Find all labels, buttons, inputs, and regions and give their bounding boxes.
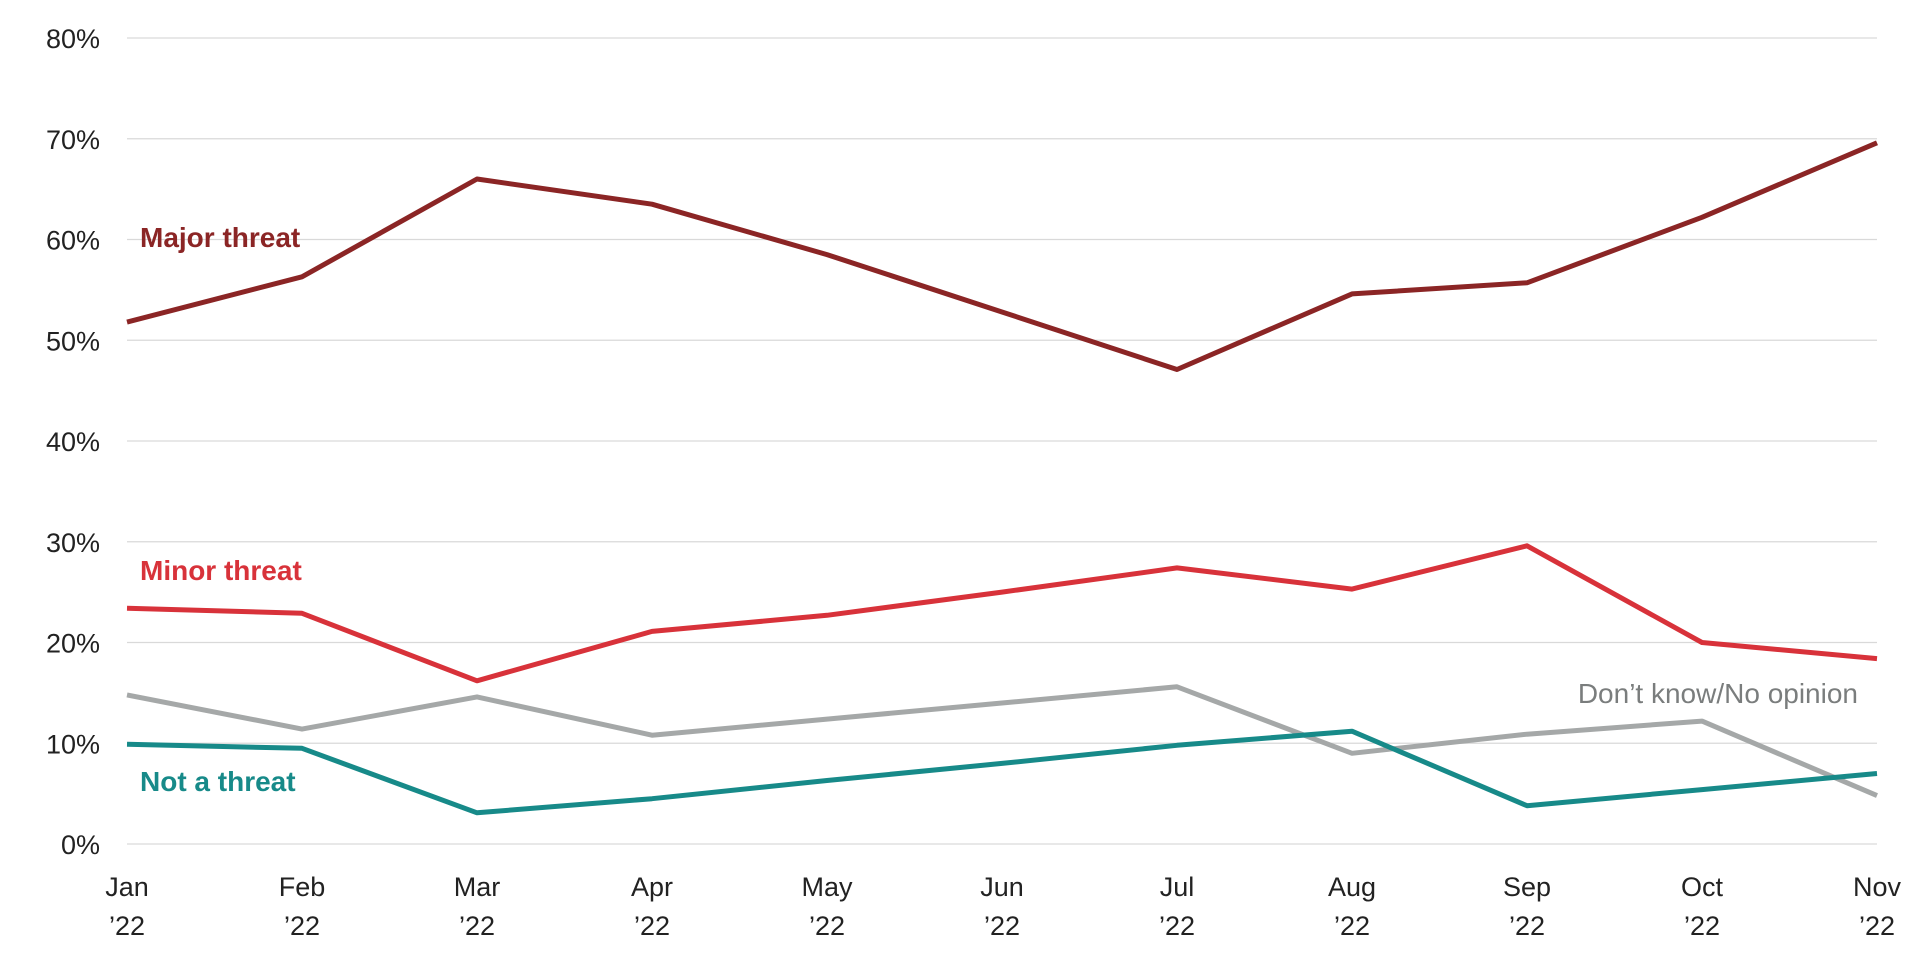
x-tick-label-year: ’22: [1334, 911, 1370, 941]
x-tick-label-month: May: [801, 872, 853, 902]
x-tick-label-year: ’22: [1859, 911, 1895, 941]
series-line-0: [126, 140, 1878, 372]
x-tick-label-year: ’22: [1159, 911, 1195, 941]
series-label-1: Minor threat: [140, 555, 302, 586]
x-tick-label-year: ’22: [109, 911, 145, 941]
y-axis-tick-labels: 0% 10% 20% 30% 40% 50% 60% 70% 80%: [46, 24, 100, 860]
x-tick-label-year: ’22: [634, 911, 670, 941]
y-tick-label: 20%: [46, 629, 100, 659]
series-line-3: [126, 728, 1878, 816]
x-tick-label-year: ’22: [809, 911, 845, 941]
series-label-3: Not a threat: [140, 766, 296, 797]
series-label-2: Don’t know/No opinion: [1578, 678, 1858, 709]
y-tick-label: 60%: [46, 226, 100, 256]
y-tick-label: 30%: [46, 528, 100, 558]
x-tick-label-month: Aug: [1328, 872, 1376, 902]
x-tick-label-month: Jan: [105, 872, 149, 902]
x-axis-tick-labels: Jan ’22 Feb ’22 Mar ’22 Apr ’22 May ’22 Jun ’22 Jul ’…: [105, 872, 1901, 941]
x-tick-label-month: Jul: [1160, 872, 1195, 902]
x-tick-label-year: ’22: [1684, 911, 1720, 941]
x-tick-label-month: Sep: [1503, 872, 1551, 902]
series-labels: Major threat Minor threat Don’t know/No op…: [140, 222, 1858, 797]
x-tick-label-month: Oct: [1681, 872, 1724, 902]
x-tick-label-month: Apr: [631, 872, 673, 902]
x-tick-label-month: Jun: [980, 872, 1024, 902]
series-label-0: Major threat: [140, 222, 300, 253]
x-tick-label-month: Mar: [454, 872, 501, 902]
y-tick-label: 70%: [46, 125, 100, 155]
x-tick-label-year: ’22: [1509, 911, 1545, 941]
x-tick-label-year: ’22: [984, 911, 1020, 941]
y-tick-label: 40%: [46, 427, 100, 457]
y-tick-label: 80%: [46, 24, 100, 54]
y-tick-label: 0%: [61, 830, 100, 860]
x-tick-label-year: ’22: [459, 911, 495, 941]
series-line-1: [126, 543, 1878, 684]
x-tick-label-month: Feb: [279, 872, 326, 902]
series-lines: [126, 140, 1878, 816]
y-tick-label: 10%: [46, 729, 100, 759]
x-tick-label-month: Nov: [1853, 872, 1902, 902]
x-tick-label-year: ’22: [284, 911, 320, 941]
series-line-2: [126, 684, 1878, 798]
y-tick-label: 50%: [46, 326, 100, 356]
gridlines: [127, 37, 1877, 845]
